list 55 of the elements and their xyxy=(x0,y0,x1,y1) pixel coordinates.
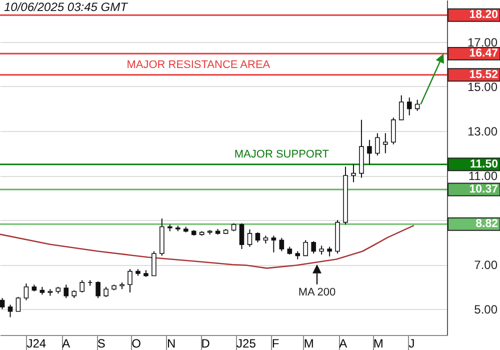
candlestick xyxy=(247,228,252,248)
x-tick-label: J xyxy=(408,336,415,350)
candlestick xyxy=(406,97,412,116)
candlestick xyxy=(104,286,108,298)
x-tick-label: D xyxy=(201,336,210,350)
candlestick xyxy=(239,222,244,250)
ref-line-label: 16.47 xyxy=(469,48,498,60)
x-tick-label: O xyxy=(132,336,141,350)
y-tick-label: 7.00 xyxy=(474,258,498,272)
y-tick-label: 15.00 xyxy=(467,80,498,94)
x-tick-label: N xyxy=(166,336,176,350)
ref-line-label: 8.82 xyxy=(476,218,498,230)
x-tick-label: S xyxy=(97,336,106,350)
candlestick xyxy=(311,240,316,254)
candlestick xyxy=(255,232,260,243)
annotation: MAJOR SUPPORT xyxy=(234,148,330,160)
y-tick-label: 5.00 xyxy=(474,302,498,317)
x-tick-label: M xyxy=(304,336,314,350)
chart-title: 10/06/2025 03:45 GMT xyxy=(4,0,130,14)
candlestick xyxy=(271,235,276,253)
ref-line-label: 10.37 xyxy=(469,184,498,196)
candlestick xyxy=(303,240,308,256)
candlestick xyxy=(96,280,100,299)
x-tick-label: A xyxy=(339,336,348,350)
candlestick xyxy=(24,283,29,301)
candlestick xyxy=(327,246,332,257)
candlestick xyxy=(0,298,5,310)
candlestick xyxy=(414,99,420,112)
candlestick xyxy=(383,132,388,154)
candlestick xyxy=(279,237,284,252)
candlestick xyxy=(80,280,84,293)
candlestick xyxy=(152,250,156,276)
line-series xyxy=(0,224,415,269)
candlestick xyxy=(8,304,13,318)
x-tick-label: J24 xyxy=(26,336,46,350)
y-tick-label: 17.00 xyxy=(467,35,498,50)
y-tick-label: 11.00 xyxy=(468,169,498,184)
candlestick xyxy=(391,117,396,145)
ref-line-label: 15.52 xyxy=(469,68,498,81)
candlestick xyxy=(128,268,132,293)
candlestick xyxy=(351,164,356,183)
candlestick xyxy=(16,296,21,312)
y-tick-label: 13.00 xyxy=(467,124,498,138)
ref-line-label: 18.20 xyxy=(469,9,498,22)
candlestick xyxy=(375,132,380,156)
ref-line-label: 11.50 xyxy=(470,158,498,170)
x-tick-label: F xyxy=(272,336,280,350)
candlestick xyxy=(398,94,404,120)
candlestick xyxy=(64,284,69,299)
annotation: MA 200 xyxy=(298,286,336,298)
x-tick-label: A xyxy=(62,336,70,350)
x-tick-label: J25 xyxy=(236,336,256,350)
candlestick xyxy=(367,139,372,165)
annotation: MAJOR RESISTANCE AREA xyxy=(126,58,271,71)
x-tick-label: M xyxy=(373,336,384,350)
